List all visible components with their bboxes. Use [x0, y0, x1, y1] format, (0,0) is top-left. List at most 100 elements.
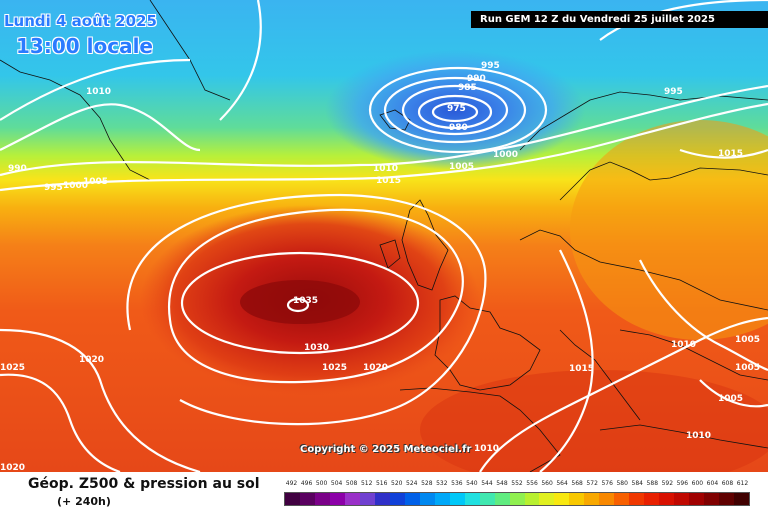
legend-label: 528 [421, 480, 433, 487]
legend-label: 576 [601, 480, 613, 487]
legend-label: 504 [330, 480, 343, 487]
isobar-label-1005-east: 1005 [735, 335, 760, 345]
legend-swatch [285, 493, 300, 505]
isobar-label-1010-nw: 1010 [86, 87, 111, 97]
legend-swatch [494, 493, 510, 505]
legend-label: 516 [375, 480, 388, 487]
legend-label: 532 [436, 480, 448, 487]
isobar-label-1010-se: 1010 [686, 431, 711, 441]
legend-label: 612 [736, 480, 749, 487]
legend-swatch [524, 493, 540, 505]
legend-label: 596 [676, 480, 689, 487]
isobar-label-1010-east: 1010 [671, 340, 696, 350]
legend-label: 584 [631, 480, 643, 487]
legend-label: 600 [691, 480, 704, 487]
legend-label: 520 [391, 480, 403, 487]
isobar-label-1005-west: 1005 [83, 177, 108, 187]
legend-label: 544 [481, 480, 493, 487]
isobar-label-1010: 1010 [373, 164, 398, 174]
legend-swatch [659, 493, 675, 505]
legend-swatch [734, 493, 750, 505]
legend-label: 536 [451, 480, 463, 487]
isobar-label-1005-se: 1005 [718, 394, 743, 404]
isobar-label-1020-sw: 1020 [0, 463, 25, 472]
legend-color-bar [284, 492, 750, 506]
warm-ridge-east [570, 120, 768, 340]
isobar-label-1020-west: 1020 [79, 355, 104, 365]
legend-swatch [704, 493, 720, 505]
legend-swatch [299, 493, 315, 505]
legend-swatch [719, 493, 735, 505]
forecast-local-time: 13:00 locale [16, 34, 153, 58]
legend-label: 508 [345, 480, 358, 487]
legend-label: 580 [616, 480, 628, 487]
legend-swatch [479, 493, 495, 505]
legend-label: 524 [406, 480, 418, 487]
isobar-label-1010-south: 1010 [474, 444, 499, 454]
isobar-label-995: 995 [481, 61, 500, 71]
legend-label: 572 [586, 480, 598, 487]
legend-label: 512 [360, 480, 373, 487]
high-pressure-core [240, 280, 360, 324]
legend-label: 564 [556, 480, 568, 487]
isobar-label-1015-east: 1015 [718, 149, 743, 159]
legend-swatch [344, 493, 360, 505]
pressure-map: 975 980 985 990 995 1000 1005 1010 1015 … [0, 0, 768, 472]
isobar-label-1025-west: 1025 [0, 363, 25, 373]
legend-label: 492 [285, 480, 298, 487]
legend-swatch [419, 493, 435, 505]
forecast-date: Lundi 4 août 2025 [4, 12, 157, 30]
legend-swatch [569, 493, 585, 505]
legend-swatch [389, 493, 405, 505]
legend-swatch [359, 493, 375, 505]
isobar-label-995-west: 995 [44, 183, 63, 193]
legend-label: 540 [466, 480, 478, 487]
legend-swatch [584, 493, 600, 505]
isobar-label-1035: 1035 [293, 296, 318, 306]
legend-label: 548 [496, 480, 508, 487]
legend-swatch [314, 493, 330, 505]
legend-swatch [374, 493, 390, 505]
map-title: Géop. Z500 & pression au sol [28, 476, 260, 492]
legend-swatch [539, 493, 555, 505]
legend-swatch [689, 493, 705, 505]
isobar-label-1005-east2: 1005 [735, 363, 760, 373]
legend-swatch [614, 493, 630, 505]
legend-swatch [329, 493, 345, 505]
isobars [0, 0, 768, 472]
legend-swatch [404, 493, 420, 505]
legend-label: 556 [526, 480, 538, 487]
legend-label: 552 [511, 480, 523, 487]
legend-swatch [629, 493, 645, 505]
isobar-labels: 975 980 985 990 995 1000 1005 1010 1015 … [0, 61, 760, 472]
isobar-label-985: 985 [458, 83, 477, 93]
legend-label: 500 [315, 480, 328, 487]
legend-label: 604 [706, 480, 719, 487]
legend-labels: 492 496 500 504 508 512 516 520 524 528 532 536 540 5… [284, 480, 750, 490]
legend-label: 592 [661, 480, 674, 487]
isobar-label-995-ne: 995 [664, 87, 683, 97]
isobar-label-1030: 1030 [304, 343, 329, 353]
color-legend: 492 496 500 504 508 512 516 520 524 528 532 536 540 5… [284, 480, 750, 510]
lead-time: (+ 240h) [57, 495, 111, 508]
legend-label: 588 [646, 480, 659, 487]
isobar-label-990: 990 [467, 74, 486, 84]
isobar-label-1020: 1020 [363, 363, 388, 373]
isobar-label-1015: 1015 [376, 176, 401, 186]
copyright-notice: Copyright © 2025 Meteociel.fr [300, 444, 472, 455]
isobar-label-1000: 1000 [493, 150, 518, 160]
legend-swatch [674, 493, 690, 505]
isobar-label-1005: 1005 [449, 162, 474, 172]
isobar-label-975: 975 [447, 104, 466, 114]
legend-swatch [449, 493, 465, 505]
isobar-label-1015-med: 1015 [569, 364, 594, 374]
legend-swatch [434, 493, 450, 505]
legend-label: 608 [721, 480, 734, 487]
legend-swatch [599, 493, 615, 505]
legend-swatch [644, 493, 660, 505]
legend-label: 560 [541, 480, 553, 487]
isobar-label-980: 980 [449, 123, 468, 133]
legend-swatch [509, 493, 525, 505]
hot-zone-south [420, 370, 768, 472]
